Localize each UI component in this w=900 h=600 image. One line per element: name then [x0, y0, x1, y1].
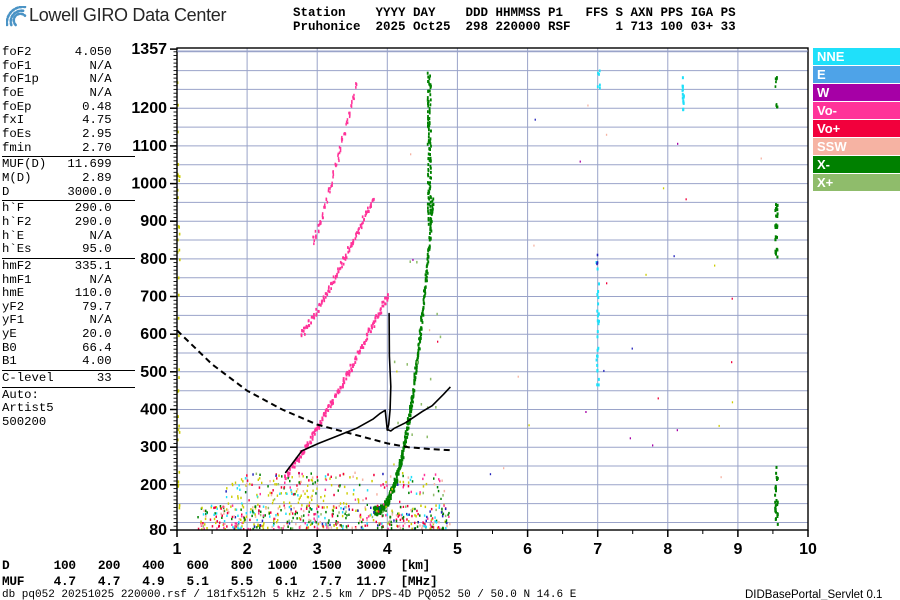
svg-text:300: 300: [140, 439, 167, 456]
svg-text:1000: 1000: [131, 176, 167, 193]
svg-text:10: 10: [799, 541, 817, 558]
svg-text:80: 80: [149, 522, 167, 539]
svg-text:800: 800: [140, 251, 167, 268]
svg-text:3: 3: [313, 541, 322, 558]
svg-text:6: 6: [523, 541, 532, 558]
svg-text:8: 8: [663, 541, 672, 558]
svg-text:4: 4: [383, 541, 392, 558]
svg-text:5: 5: [453, 541, 462, 558]
svg-text:200: 200: [140, 477, 167, 494]
svg-text:700: 700: [140, 289, 167, 306]
svg-text:600: 600: [140, 326, 167, 343]
svg-text:7: 7: [593, 541, 602, 558]
svg-text:900: 900: [140, 213, 167, 230]
svg-text:9: 9: [733, 541, 742, 558]
svg-text:2: 2: [243, 541, 252, 558]
svg-text:400: 400: [140, 402, 167, 419]
svg-text:500: 500: [140, 364, 167, 381]
svg-text:1357: 1357: [131, 41, 167, 58]
svg-text:1200: 1200: [131, 100, 167, 117]
svg-text:1100: 1100: [132, 138, 167, 155]
svg-text:1: 1: [173, 541, 182, 558]
